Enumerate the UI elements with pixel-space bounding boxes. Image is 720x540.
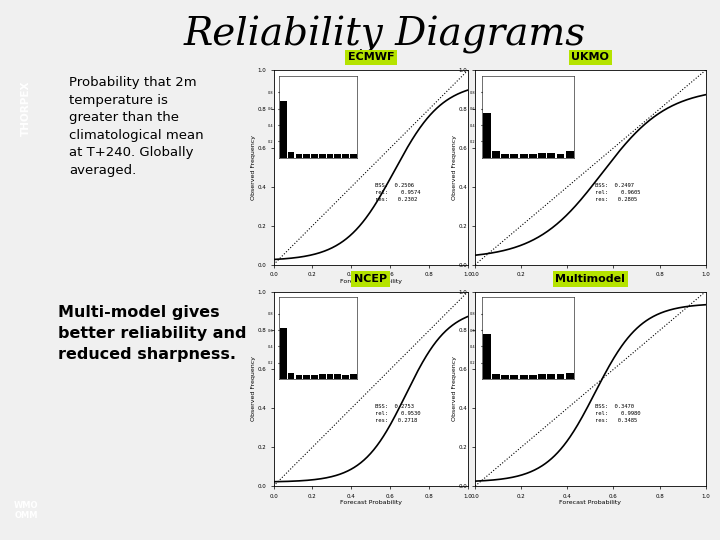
- Text: BSS:  0.2753
rel:    0.9530
res:   0.2718: BSS: 0.2753 rel: 0.9530 res: 0.2718: [374, 404, 420, 423]
- Text: Multimodel: Multimodel: [555, 274, 626, 284]
- Text: BSS:  0.2506
rel:    0.9574
res:   0.2302: BSS: 0.2506 rel: 0.9574 res: 0.2302: [374, 183, 420, 202]
- Text: NCEP: NCEP: [354, 274, 387, 284]
- Text: Probability that 2m
temperature is
greater than the
climatological mean
at T+240: Probability that 2m temperature is great…: [69, 76, 204, 177]
- Text: BSS:  0.3470
rel:    0.9980
res:   0.3485: BSS: 0.3470 rel: 0.9980 res: 0.3485: [595, 404, 641, 423]
- X-axis label: Forecast Probability: Forecast Probability: [340, 279, 402, 284]
- Text: ECMWF: ECMWF: [348, 52, 394, 63]
- Y-axis label: Observed Frequency: Observed Frequency: [251, 135, 256, 200]
- Y-axis label: Observed Frequency: Observed Frequency: [452, 135, 457, 200]
- Text: BSS:  0.2497
rel:    0.9605
res:   0.2805: BSS: 0.2497 rel: 0.9605 res: 0.2805: [595, 183, 641, 202]
- Text: Reliability Diagrams: Reliability Diagrams: [184, 16, 586, 54]
- Text: UKMO: UKMO: [572, 52, 609, 63]
- Text: THORPEX: THORPEX: [21, 80, 31, 136]
- X-axis label: Forecast Probability: Forecast Probability: [559, 500, 621, 505]
- Y-axis label: Observed Frequency: Observed Frequency: [452, 356, 457, 421]
- Text: Multi-model gives
better reliability and
reduced sharpness.: Multi-model gives better reliability and…: [58, 305, 247, 362]
- Text: WMO
OMM: WMO OMM: [14, 501, 38, 520]
- X-axis label: Forecast Probability: Forecast Probability: [559, 279, 621, 284]
- X-axis label: Forecast Probability: Forecast Probability: [340, 500, 402, 505]
- Y-axis label: Observed Frequency: Observed Frequency: [251, 356, 256, 421]
